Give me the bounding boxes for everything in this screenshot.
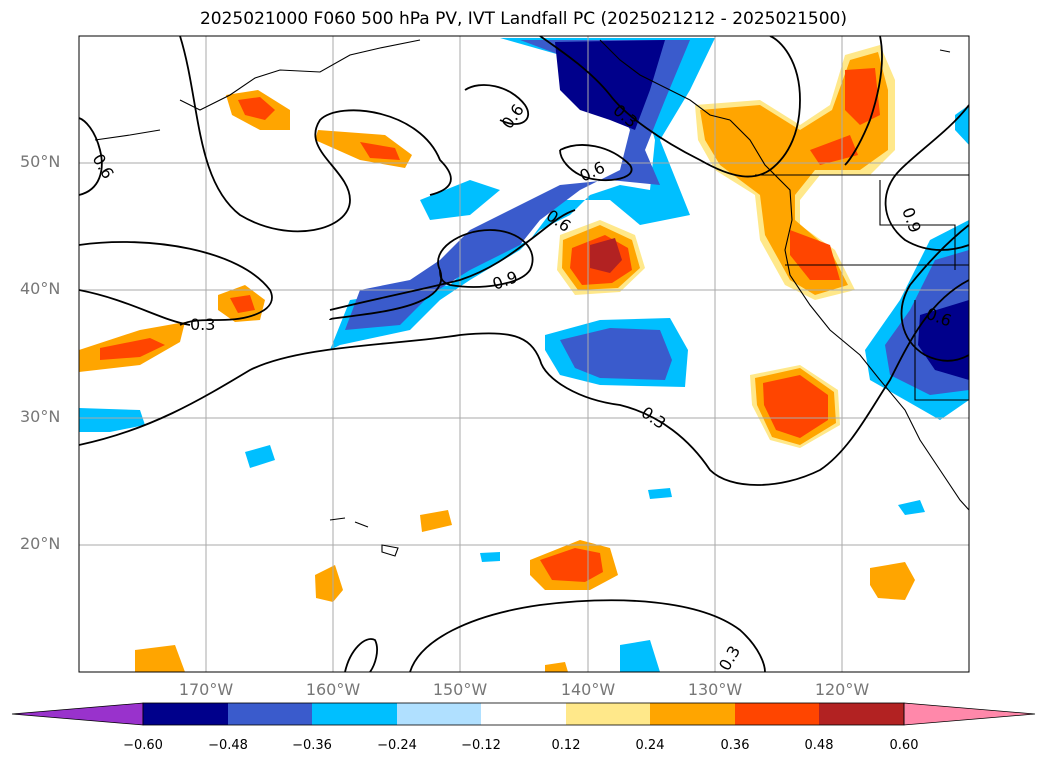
colorbar-bin [566, 703, 650, 725]
colorbar-tick-label: 0.60 [889, 738, 919, 753]
colorbar-tick-label: −0.36 [292, 738, 332, 753]
colorbar-bin [143, 703, 228, 725]
colorbar-bin [650, 703, 735, 725]
colorbar-tick-label: −0.24 [377, 738, 417, 753]
colorbar-tick-label: 0.48 [804, 738, 834, 753]
colorbar-tick-label: −0.60 [123, 738, 163, 753]
lon-label: 130°W [687, 680, 743, 699]
coastlines [94, 39, 969, 557]
colorbar-bin [481, 703, 566, 725]
colorbar-tick-label: −0.12 [461, 738, 501, 753]
lat-label: 30°N [20, 407, 61, 426]
contour-lines [79, 36, 969, 672]
lon-label: 160°W [305, 680, 361, 699]
map-title: 2025021000 F060 500 hPa PV, IVT Landfall… [199, 9, 847, 29]
colorbar-tick-label: −0.48 [208, 738, 248, 753]
colorbar-tick-label: 0.12 [551, 738, 581, 753]
map-frame [78, 35, 970, 673]
contour-label: 0.3 [190, 315, 215, 334]
lon-label: 120°W [814, 680, 870, 699]
colorbar-tick-label: 0.36 [720, 738, 750, 753]
lon-label: 150°W [432, 680, 488, 699]
map-area: 0.6 0.6 0.3 0.6 0.6 0.9 0.3 0.3 0.3 0.9 … [79, 36, 969, 672]
colorbar-bin [735, 703, 819, 725]
lat-label: 50°N [20, 152, 61, 171]
colorbar-extend-low [11, 702, 144, 726]
graticule [79, 36, 969, 672]
colorbar-tick-label: 0.24 [635, 738, 665, 753]
colorbar-bin [397, 703, 481, 725]
lat-label: 40°N [20, 279, 61, 298]
colorbar-bin [819, 703, 904, 725]
lat-label: 20°N [20, 534, 61, 553]
colorbar-bin [312, 703, 397, 725]
lon-label: 170°W [178, 680, 234, 699]
colorbar-bin [228, 703, 312, 725]
colorbar [11, 702, 1036, 726]
lon-label: 140°W [560, 680, 616, 699]
colorbar-extend-high [903, 702, 1036, 726]
